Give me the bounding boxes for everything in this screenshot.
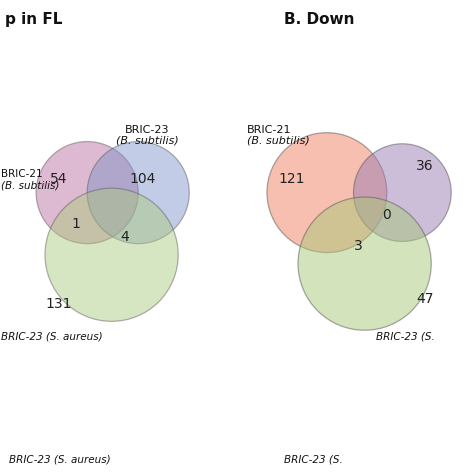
Text: BRIC-23 (S. aureus): BRIC-23 (S. aureus) (0, 331, 102, 341)
Text: BRIC-21: BRIC-21 (0, 169, 42, 179)
Text: 47: 47 (416, 292, 433, 306)
Text: BRIC-23: BRIC-23 (125, 125, 169, 135)
Circle shape (354, 144, 451, 241)
Circle shape (298, 197, 431, 330)
Text: B. Down: B. Down (284, 12, 355, 27)
Text: 131: 131 (45, 297, 72, 310)
Circle shape (45, 188, 178, 321)
Text: 104: 104 (129, 172, 156, 186)
Text: (B. subtilis): (B. subtilis) (116, 136, 179, 146)
Text: BRIC-23 (S. aureus): BRIC-23 (S. aureus) (9, 455, 111, 465)
Text: 1: 1 (72, 217, 81, 231)
Text: (B. subtilis): (B. subtilis) (247, 136, 310, 146)
Text: 4: 4 (120, 230, 129, 244)
Text: 36: 36 (416, 159, 433, 173)
Circle shape (87, 142, 189, 244)
Text: 0: 0 (383, 208, 391, 222)
Text: 3: 3 (354, 239, 362, 253)
Text: (B. subtilis): (B. subtilis) (0, 181, 59, 191)
Text: BRIC-23 (S.: BRIC-23 (S. (284, 455, 343, 465)
Text: 54: 54 (50, 172, 67, 186)
Text: p in FL: p in FL (5, 12, 62, 27)
Circle shape (267, 133, 387, 253)
Circle shape (36, 142, 138, 244)
Text: BRIC-21: BRIC-21 (247, 125, 292, 135)
Text: BRIC-23 (S.: BRIC-23 (S. (376, 331, 435, 341)
Text: 121: 121 (278, 172, 305, 186)
